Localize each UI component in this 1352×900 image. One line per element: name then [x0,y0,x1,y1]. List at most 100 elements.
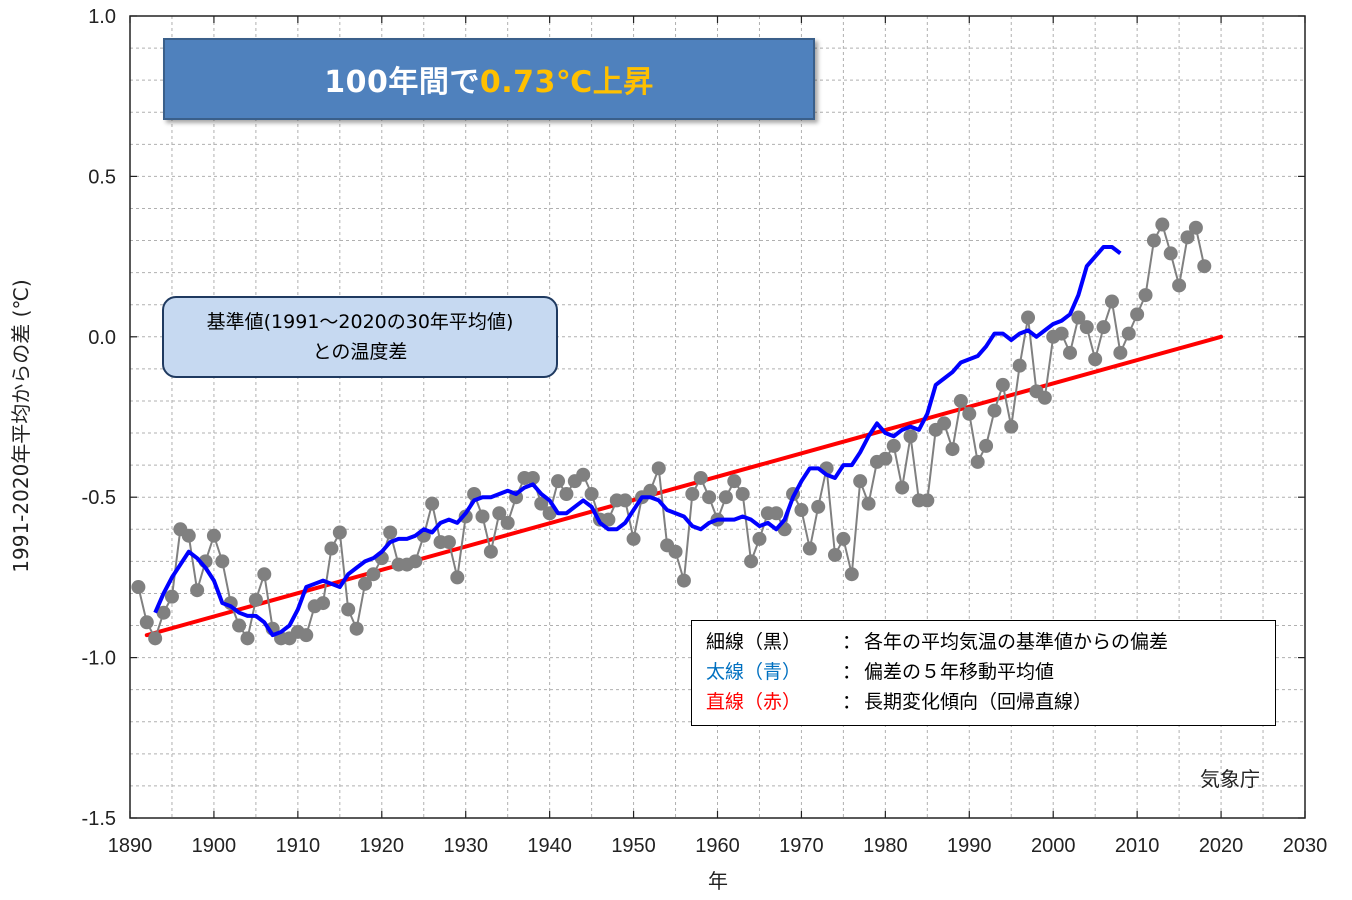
x-tick-label: 1910 [276,835,321,857]
annual-point [937,416,952,431]
x-tick-label: 2000 [1031,835,1076,857]
annual-point [341,602,356,617]
annual-point [962,406,977,421]
x-tick-label: 2030 [1283,835,1328,857]
annual-point [1180,230,1195,245]
moving-average-series [153,244,1122,638]
annual-point [1096,320,1111,335]
moving-average-line [153,244,1122,638]
annual-point [668,544,683,559]
annual-point [1079,320,1094,335]
annual-point [895,480,910,495]
annual-point [718,490,733,505]
annual-point [240,631,255,646]
x-tick-label: 1920 [360,835,405,857]
annual-point [1146,233,1161,248]
annual-point [257,567,272,582]
annual-point [626,531,641,546]
annual-point [794,503,809,518]
baseline-note-line1: 基準値(1991～2020の30年平均値) [206,311,514,333]
x-tick-label: 1950 [611,835,656,857]
annual-point [139,615,154,630]
baseline-note-line2: との温度差 [312,341,408,363]
annual-point [1012,358,1027,373]
annual-point [383,525,398,540]
x-tick-label: 1930 [443,835,488,857]
headline-highlight: 0.73℃上昇 [479,65,654,100]
annual-point [970,454,985,469]
x-tick-label: 1890 [108,835,153,857]
y-axis: 1.0 0.5 0.0 -0.5 -1.0 -1.5 [82,6,1305,830]
x-tick-label: 1940 [527,835,572,857]
annual-point [1021,310,1036,325]
y-tick-label: -1.5 [82,808,116,830]
legend: 細線（黒）：各年の平均気温の基準値からの偏差 太線（青）：偏差の５年移動平均値 … [691,620,1276,726]
x-tick-label: 2020 [1199,835,1244,857]
x-tick-label: 1970 [779,835,824,857]
annual-point [685,486,700,501]
annual-point [576,467,591,482]
annual-point [953,393,968,408]
annual-point [1104,294,1119,309]
legend-colon: ： [842,691,862,713]
annual-point [1197,259,1212,274]
legend-colon: ： [842,631,862,653]
annual-point [358,576,372,591]
annual-point [492,506,507,521]
headline-prefix: 100年間で [324,65,480,100]
source-credit: 気象庁 [1200,767,1260,791]
annual-point [651,461,666,476]
annual-point [500,515,515,530]
annual-point [903,429,918,444]
annual-point [853,474,868,489]
annual-point [190,583,205,598]
annual-point [1188,220,1203,235]
annual-point [248,592,263,607]
annual-point [920,493,935,508]
x-tick-label: 1980 [863,835,908,857]
annual-point [643,483,658,498]
legend-item-trend: 直線（赤） ：長期変化傾向（回帰直線） [706,687,1275,717]
annual-point [752,531,767,546]
annual-point [702,490,717,505]
x-tick-label: 1960 [695,835,740,857]
annual-point [727,474,742,489]
annual-point [215,554,230,569]
annual-point [1130,307,1145,322]
annual-point [844,567,859,582]
annual-point [836,531,851,546]
annual-point [542,506,557,521]
annual-point [450,570,465,585]
annual-point [148,631,163,646]
annual-point [886,438,901,453]
x-tick-label: 1900 [192,835,237,857]
annual-point [206,528,221,543]
annual-point [475,509,490,524]
annual-point [156,605,171,620]
annual-point [828,547,842,562]
annual-point [324,541,339,556]
annual-point [408,554,423,569]
annual-point [1121,326,1136,341]
annual-point [861,496,876,511]
annual-point [1172,278,1187,293]
baseline-note: 基準値(1991～2020の30年平均値) との温度差 [162,296,558,378]
annual-point [1054,326,1069,341]
annual-point [744,554,759,569]
annual-point [1004,419,1019,434]
annual-point [1037,390,1052,405]
annual-point [1163,246,1178,261]
annual-point [878,451,893,466]
legend-item-moving-average: 太線（青） ：偏差の５年移動平均値 [706,657,1275,687]
legend-key: 太線（青） [706,661,802,683]
x-axis: 1890 1900 1910 1920 1930 1940 1950 1960 1970 1980… [108,16,1328,857]
annual-point [1155,217,1170,232]
annual-point [366,567,381,582]
legend-item-annual: 細線（黒） ：各年の平均気温の基準値からの偏差 [706,627,1275,657]
y-tick-label: 0.0 [88,327,116,349]
annual-point [584,486,599,501]
annual-point [769,506,784,521]
legend-desc: 長期変化傾向（回帰直線） [864,691,1093,713]
annual-point [559,486,574,501]
